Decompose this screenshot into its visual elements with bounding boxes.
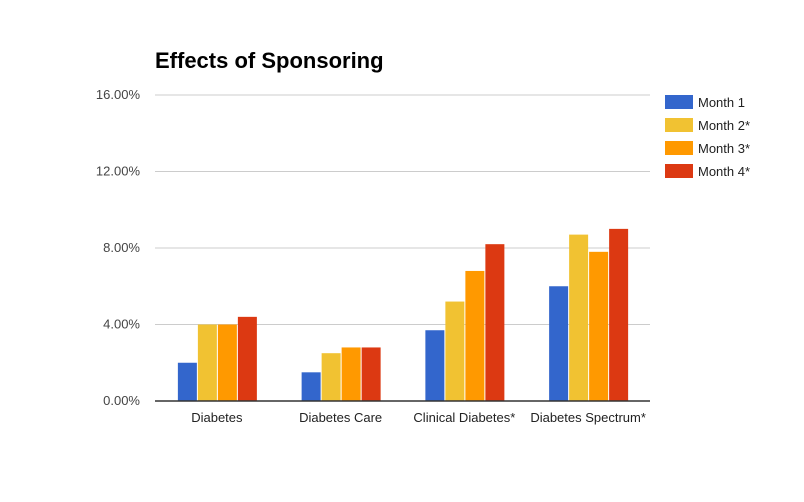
y-tick-label: 8.00% [103,240,140,255]
x-tick-label: Diabetes Care [299,410,382,425]
bar-month3-1[interactable] [341,347,361,401]
bar-month1-2[interactable] [425,330,445,401]
x-tick-label: Diabetes Spectrum* [530,410,646,425]
legend-label: Month 4* [698,164,750,179]
y-tick-label: 16.00% [96,87,141,102]
legend-swatch [665,141,693,155]
bar-month3-3[interactable] [589,251,609,401]
y-tick-label: 12.00% [96,164,141,179]
bar-month4-3[interactable] [609,228,629,401]
legend-label: Month 2* [698,118,750,133]
legend-label: Month 1 [698,95,745,110]
bar-month1-1[interactable] [301,372,321,401]
legend-item[interactable]: Month 3* [665,141,750,156]
bar-month1-3[interactable] [549,286,569,401]
legend-swatch [665,118,693,132]
bar-month2-3[interactable] [569,234,589,401]
legend-swatch [665,95,693,109]
x-tick-label: Clinical Diabetes* [413,410,515,425]
bar-month3-2[interactable] [465,270,485,401]
legend-item[interactable]: Month 2* [665,118,750,133]
y-tick-label: 0.00% [103,393,140,408]
bar-month2-2[interactable] [445,301,465,401]
bar-month4-1[interactable] [361,347,381,401]
bar-month4-2[interactable] [485,244,505,401]
bar-month4-0[interactable] [237,316,257,401]
chart-title: Effects of Sponsoring [155,48,384,73]
bar-month1-0[interactable] [177,362,197,401]
bar-month3-0[interactable] [217,324,237,402]
bar-month2-1[interactable] [321,353,341,401]
legend-item[interactable]: Month 4* [665,164,750,179]
x-tick-label: Diabetes [191,410,243,425]
legend-label: Month 3* [698,141,750,156]
y-tick-label: 4.00% [103,317,140,332]
bar-month2-0[interactable] [197,324,217,402]
legend-swatch [665,164,693,178]
legend-item[interactable]: Month 1 [665,95,745,110]
